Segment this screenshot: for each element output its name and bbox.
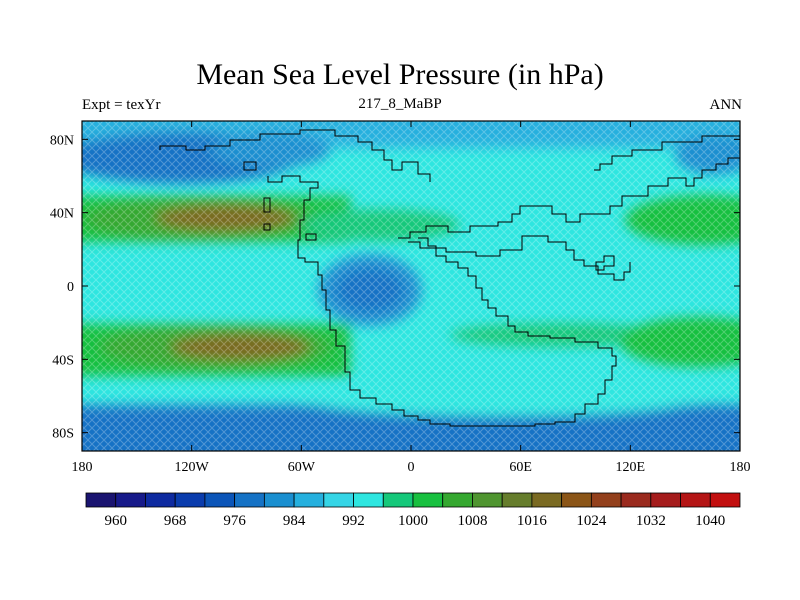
chart-title: Mean Sea Level Pressure (in hPa) — [196, 58, 604, 91]
season-label: ANN — [709, 97, 743, 113]
colorbar-label: 1016 — [517, 513, 548, 529]
colorbar-swatch — [174, 492, 206, 508]
field-hatching — [82, 121, 740, 451]
colorbar-swatch — [234, 492, 265, 508]
coastline-eurasia — [398, 157, 740, 239]
coastline-island-3 — [263, 223, 271, 231]
x-tick-label: 0 — [408, 460, 415, 475]
experiment-label: Expt = texYr — [82, 97, 161, 113]
colorbar-swatch — [263, 492, 295, 508]
y-tick-label: 40N — [50, 207, 74, 222]
colorbar-label: 968 — [164, 513, 187, 529]
colorbar-swatch — [353, 492, 384, 508]
colorbar-label: 1024 — [576, 513, 607, 529]
colorbar-swatch — [620, 492, 652, 508]
y-tick-label: 40S — [52, 353, 74, 368]
colorbar-swatch — [650, 492, 681, 508]
colorbar-swatch — [145, 492, 176, 508]
y-tick-label: 80S — [52, 427, 74, 442]
colorbar-swatch — [590, 492, 622, 508]
map-field — [82, 121, 740, 451]
x-tick-label: 180 — [72, 460, 93, 475]
colorbar-swatch — [561, 492, 592, 508]
coastline-arctic-east — [594, 135, 740, 171]
colorbar-swatch — [412, 492, 444, 508]
colorbar-label: 1008 — [457, 513, 487, 529]
colorbar-swatch — [323, 492, 354, 508]
coastline-inland-sea — [408, 235, 631, 281]
colorbar-label: 976 — [223, 513, 246, 529]
x-tick-label: 120E — [616, 460, 646, 475]
colorbar-swatch — [531, 492, 563, 508]
x-tick-label: 60W — [288, 460, 316, 475]
colorbar-label: 984 — [283, 513, 306, 529]
subtitle-label: 217_8_MaBP — [358, 96, 442, 112]
colorbar-swatch — [115, 492, 146, 508]
x-tick-label: 180 — [730, 460, 751, 475]
colorbar-label: 960 — [104, 513, 127, 529]
colorbar: 960 968 976 984 992 1000 1008 1016 1024 1032 1040 — [85, 492, 741, 529]
y-tick-label: 80N — [50, 133, 74, 148]
colorbar-swatch — [501, 492, 533, 508]
x-tick-label: 60E — [509, 460, 532, 475]
colorbar-swatch — [382, 492, 414, 508]
coastlines — [159, 129, 740, 427]
coastline-small-sea — [595, 255, 615, 271]
colorbar-swatch — [293, 492, 325, 508]
colorbar-label: 1000 — [398, 513, 428, 529]
colorbar-swatch — [472, 492, 503, 508]
colorbar-swatch — [442, 492, 473, 508]
colorbar-label: 992 — [342, 513, 365, 529]
coastline-island-4 — [305, 233, 317, 241]
coastline-island-2 — [263, 197, 271, 213]
x-tick-label: 120W — [175, 460, 210, 475]
colorbar-swatch — [680, 492, 711, 508]
colorbar-swatch — [709, 492, 741, 508]
colorbar-label: 1040 — [695, 513, 725, 529]
axis-ticks: 180 120W 60W 0 60E 120E 180 80N 40N 0 40S 80S — [50, 121, 751, 475]
coastline-americas — [267, 175, 617, 427]
colorbar-label: 1032 — [636, 513, 666, 529]
y-tick-label: 0 — [67, 280, 74, 295]
colorbar-swatch — [204, 492, 236, 508]
coastline-north-polar — [159, 129, 431, 182]
colorbar-swatch — [85, 492, 117, 508]
coastline-island-1 — [243, 161, 257, 171]
